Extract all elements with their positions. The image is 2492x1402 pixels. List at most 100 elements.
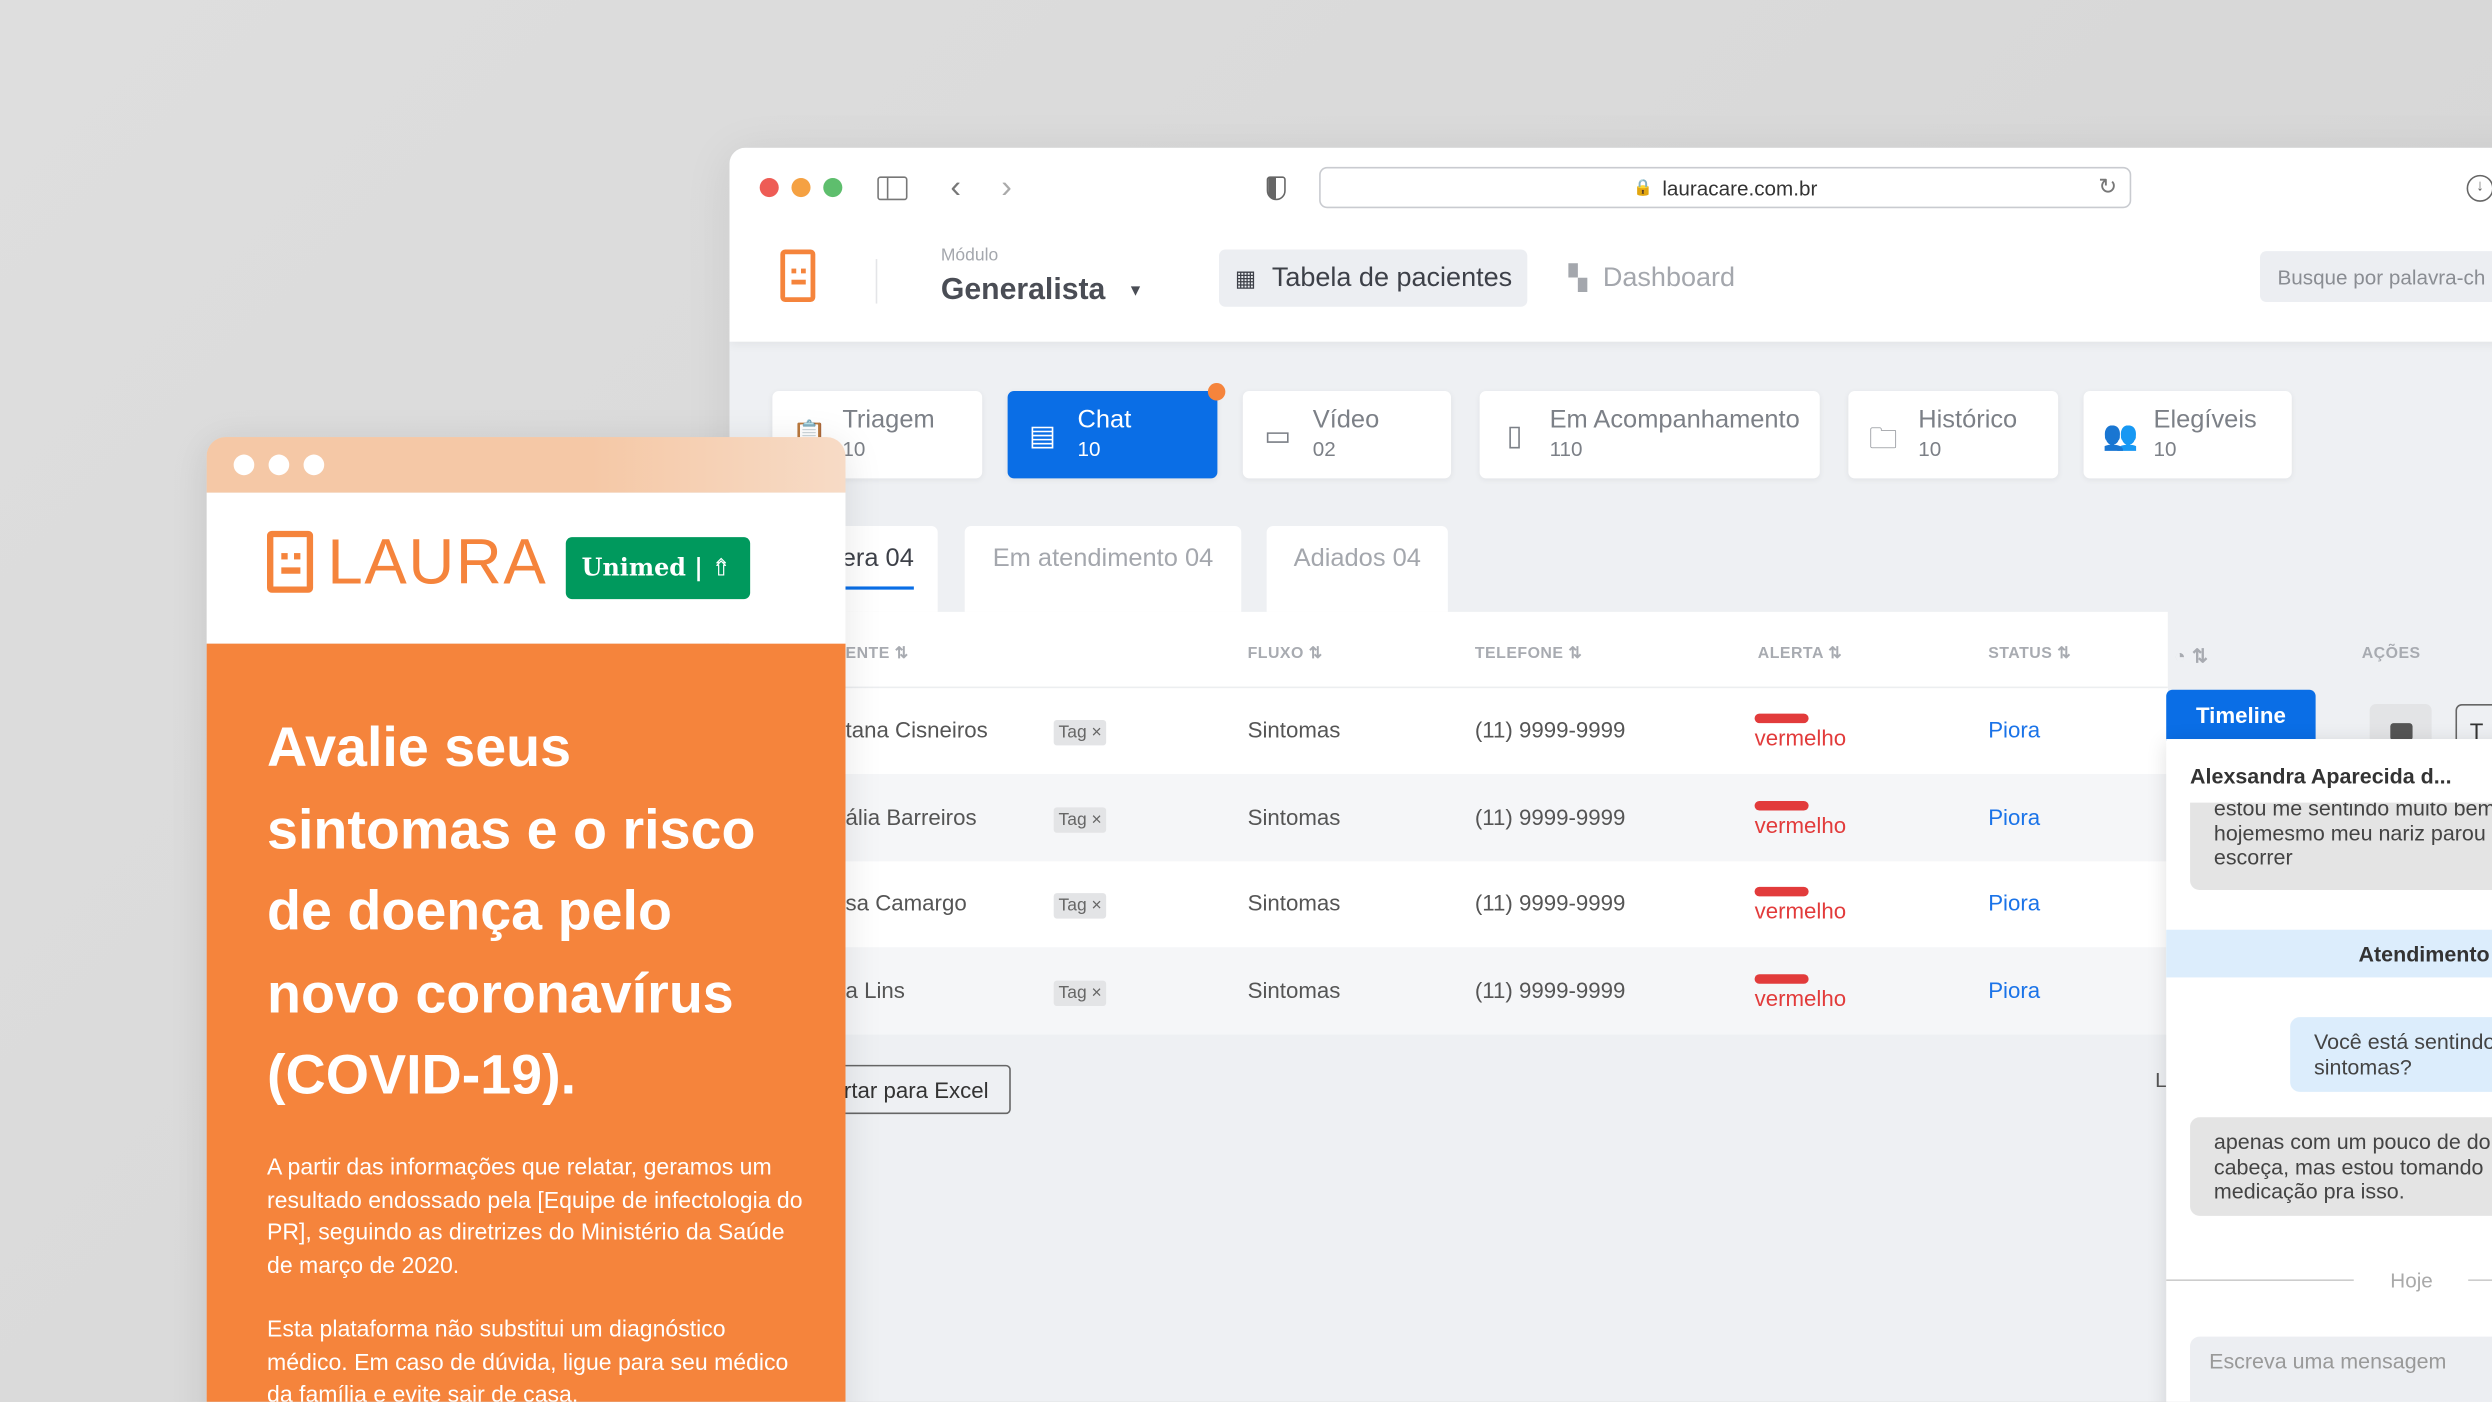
maximize-window-button[interactable]	[823, 178, 843, 198]
subtab-label: Adiados 04	[1293, 545, 1421, 573]
alert-label: vermelho	[1754, 811, 1847, 838]
divider	[875, 259, 878, 304]
shield-icon[interactable]	[1266, 176, 1286, 201]
column-header-fluxo[interactable]: FLUXO ⇅	[1247, 645, 1323, 663]
promo-paragraph: A partir das informações que relatar, ge…	[267, 1155, 803, 1280]
category-label: Elegíveis	[2153, 406, 2257, 434]
system-message: Atendimento	[2166, 929, 2492, 978]
chat-panel: Alexsandra Aparecida d... estou me senti…	[2166, 739, 2492, 1402]
alert-label: vermelho	[1754, 898, 1847, 925]
alert-indicator	[1754, 713, 1809, 724]
subtab-em-atendimento[interactable]: Em atendimento 04	[964, 526, 1242, 612]
alert-label: vermelho	[1754, 985, 1847, 1011]
date-divider: Hoje	[2390, 1268, 2433, 1293]
category-chat[interactable]: ▤ Chat 10	[1007, 383, 1226, 479]
laura-wordmark: LAURA	[327, 527, 548, 598]
subtab-label: era 04	[825, 545, 914, 590]
download-icon[interactable]: ↓	[2466, 174, 2492, 202]
tab-patient-table[interactable]: ▦ Tabela de pacientes	[1218, 249, 1529, 307]
fluxo-cell: Sintomas	[1247, 890, 1341, 917]
category-historico[interactable]: 🗀 Histórico 10	[1848, 390, 2059, 479]
window-dot	[233, 454, 255, 476]
category-label: Em Acompanhamento	[1549, 406, 1800, 434]
column-header-alerta[interactable]: ALERTA ⇅	[1757, 645, 1843, 663]
promo-disclaimer: Esta plataforma não substitui um diagnós…	[267, 1317, 789, 1402]
laura-logo[interactable]	[780, 249, 816, 302]
category-count: 02	[1312, 437, 1336, 461]
status-link[interactable]: Piora	[1988, 716, 2041, 743]
telefone-cell: (11) 9999-9999	[1474, 977, 1626, 1003]
lock-icon: 🔒	[1633, 178, 1653, 197]
tab-dashboard[interactable]: ▚ Dashboard	[1553, 250, 1751, 307]
category-count: 10	[1918, 437, 1942, 461]
category-count: 10	[1077, 437, 1101, 461]
patient-name[interactable]: a Lins	[845, 977, 905, 1003]
browser-toolbar: ‹ › 🔒 lauracare.com.br ↻ ↓ Módulo Genera…	[729, 147, 2492, 342]
column-header-time[interactable]: ◔ ⇅	[2174, 645, 2209, 668]
column-header-telefone[interactable]: TELEFONE ⇅	[1474, 645, 1583, 663]
patient-name[interactable]: tana Cisneiros	[845, 716, 988, 743]
message-input[interactable]: Escreva uma mensagem	[2190, 1336, 2492, 1402]
dashboard-icon: ▚	[1568, 265, 1587, 293]
partial-text: L	[2155, 1068, 2167, 1092]
category-video[interactable]: ▭ Vídeo 02	[1242, 390, 1452, 479]
caret-down-icon: ▼	[1127, 282, 1144, 300]
category-label: Chat	[1077, 406, 1132, 434]
reload-icon[interactable]: ↻	[2098, 173, 2117, 199]
module-value: Generalista	[940, 273, 1106, 307]
patient-name[interactable]: ália Barreiros	[845, 803, 977, 830]
minimize-window-button[interactable]	[791, 178, 811, 198]
fluxo-cell: Sintomas	[1247, 977, 1341, 1003]
phone-top-bar	[206, 437, 846, 493]
address-bar[interactable]: 🔒 lauracare.com.br ↻	[1319, 166, 2132, 209]
remove-tag-icon[interactable]: ×	[1091, 983, 1102, 1003]
category-em-acompanhamento[interactable]: ▯ Em Acompanhamento 110	[1479, 390, 1820, 479]
close-window-button[interactable]	[759, 178, 779, 198]
column-header-paciente[interactable]: ENTE ⇅	[845, 645, 909, 663]
unimed-logo: Unimed | ⇮	[565, 537, 751, 600]
promo-headline: Avalie seus sintomas e o risco de doença p…	[267, 716, 756, 1107]
category-label: Vídeo	[1312, 406, 1380, 434]
forward-icon[interactable]: ›	[1001, 170, 1012, 206]
category-elegiveis[interactable]: 👥 Elegíveis 10	[2083, 390, 2292, 479]
patient-tag[interactable]: Tag ×	[1053, 806, 1107, 833]
laura-logo-icon	[267, 530, 314, 593]
module-selector[interactable]: Generalista ▼	[941, 273, 1143, 308]
fluxo-cell: Sintomas	[1247, 803, 1341, 830]
subtab-label: Em atendimento 04	[992, 545, 1214, 573]
url-text: lauracare.com.br	[1662, 175, 1818, 200]
status-link[interactable]: Piora	[1988, 803, 2041, 830]
laura-icon: ▯	[1506, 419, 1523, 452]
remove-tag-icon[interactable]: ×	[1091, 810, 1102, 830]
patient-tag[interactable]: Tag ×	[1053, 980, 1107, 1007]
tab-label: Tabela de pacientes	[1271, 262, 1513, 293]
remove-tag-icon[interactable]: ×	[1091, 896, 1102, 917]
video-icon: ▭	[1264, 419, 1292, 452]
promo-body: Avalie seus sintomas e o risco de doença p…	[206, 643, 846, 1402]
folder-icon: 🗀	[1869, 422, 1898, 455]
telefone-cell: (11) 9999-9999	[1474, 890, 1626, 917]
message-patient: apenas com um pouco de dor de cabeça, ma…	[2190, 1117, 2492, 1216]
tab-label: Dashboard	[1602, 262, 1736, 293]
patient-tag[interactable]: Tag ×	[1053, 719, 1107, 746]
alert-indicator	[1754, 800, 1809, 811]
timeline-button[interactable]: Timeline	[2166, 689, 2316, 741]
patients-table	[729, 611, 2168, 1035]
status-link[interactable]: Piora	[1988, 977, 2041, 1003]
module-label: Módulo	[940, 246, 999, 266]
back-icon[interactable]: ‹	[950, 170, 962, 206]
column-header-status[interactable]: STATUS ⇅	[1988, 645, 2072, 663]
subtab-adiados[interactable]: Adiados 04	[1266, 526, 1448, 612]
patient-name[interactable]: sa Camargo	[845, 890, 967, 917]
search-input[interactable]: Busque por palavra-ch	[2259, 251, 2492, 302]
sidebar-toggle-icon[interactable]	[877, 176, 908, 201]
chat-patient-name: Alexsandra Aparecida d...	[2190, 764, 2452, 789]
message-icon	[2389, 723, 2412, 741]
remove-tag-icon[interactable]: ×	[1091, 723, 1102, 743]
window-dot	[268, 454, 290, 476]
status-link[interactable]: Piora	[1988, 890, 2041, 917]
category-count: 110	[1549, 437, 1583, 461]
patient-tag[interactable]: Tag ×	[1053, 893, 1107, 920]
alert-label: vermelho	[1754, 724, 1847, 751]
